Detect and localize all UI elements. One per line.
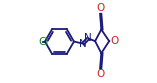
Text: N: N [79,39,87,49]
Text: N: N [84,33,92,43]
Text: O: O [111,36,119,46]
Text: O: O [97,69,105,79]
Text: Cl: Cl [38,37,49,47]
Text: O: O [97,3,105,13]
